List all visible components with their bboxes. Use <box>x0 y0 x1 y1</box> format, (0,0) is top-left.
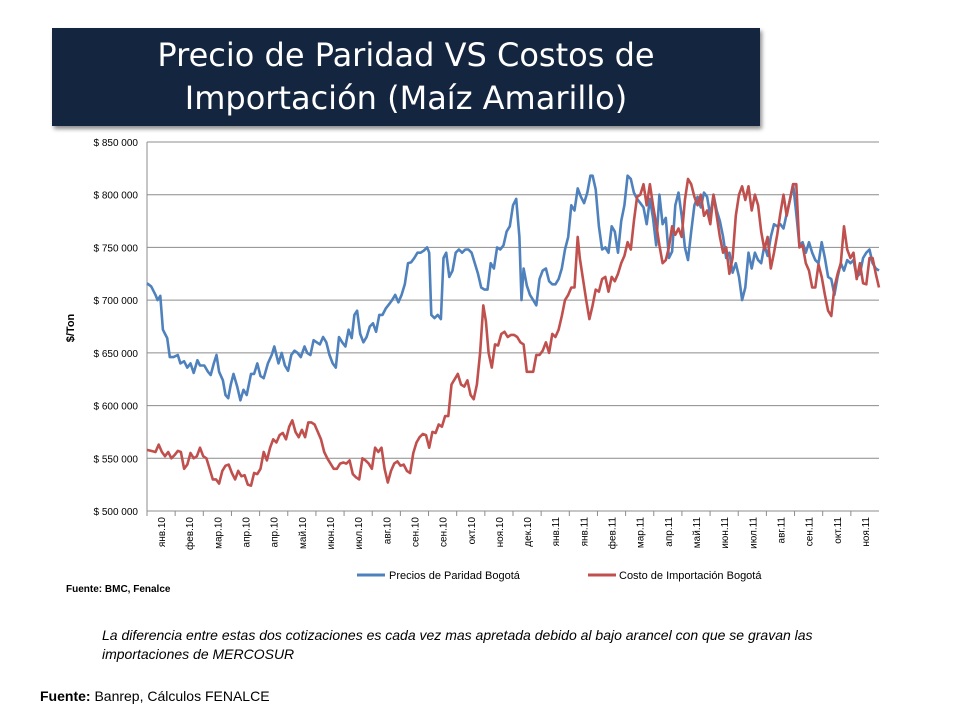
x-tick-label: янв.10 <box>157 517 168 548</box>
y-tick-label: $ 800 000 <box>94 191 139 202</box>
x-tick-label: апр.10 <box>242 517 253 548</box>
series-layer <box>146 174 881 487</box>
y-tick-label: $ 850 000 <box>94 138 139 149</box>
x-tick-label: июн.10 <box>326 517 337 550</box>
x-tick-label: дек.10 <box>523 517 534 547</box>
x-tick-label: ноя.11 <box>861 517 872 547</box>
y-axis-label: $/Ton <box>65 313 77 342</box>
x-tick-label: май.11 <box>692 517 703 549</box>
y-tick-label: $ 700 000 <box>94 296 139 307</box>
chart-source: Fuente: BMC, Fenalce <box>66 584 171 595</box>
title-box: Precio de Paridad VS Costos de Importaci… <box>52 28 760 126</box>
x-tick-label: май.10 <box>298 517 309 549</box>
x-tick-label: июл.11 <box>748 517 759 549</box>
x-tick-label: фев.10 <box>184 517 196 550</box>
x-tick-label: окт.11 <box>833 517 844 544</box>
x-tick-label: сен.10 <box>410 517 421 547</box>
slide-title: Precio de Paridad VS Costos de Importaci… <box>157 36 655 117</box>
x-tick-label: сен.11 <box>805 517 816 547</box>
y-tick-label: $ 650 000 <box>94 349 139 360</box>
series-line-paridad <box>146 174 880 402</box>
footer-label: Fuente: <box>40 688 91 704</box>
x-tick-label: апр.10 <box>270 517 281 548</box>
x-tick-label: янв.11 <box>551 517 562 547</box>
x-tick-label: ноя.10 <box>495 517 506 548</box>
x-tick-label: апр.11 <box>664 517 675 547</box>
y-tick-label: $ 750 000 <box>94 243 139 254</box>
x-tick-label: авг.10 <box>382 517 393 545</box>
x-tick-label: фев.11 <box>607 517 619 550</box>
x-tick-label: янв.11 <box>579 517 590 547</box>
caption: La diferencia entre estas dos cotizacion… <box>102 627 813 662</box>
series-line-costo <box>146 177 881 487</box>
axis-layer: $/Ton $ 500 000 $ 550 000 $ 600 000 $ 650 0… <box>65 138 872 550</box>
grid-layer <box>146 141 879 516</box>
y-tick-label: $ 500 000 <box>94 507 139 518</box>
y-tick-label: $ 550 000 <box>94 454 139 465</box>
x-tick-label: сен.10 <box>439 517 450 547</box>
x-tick-label: июл.10 <box>354 517 365 550</box>
x-tick-label: окт.10 <box>467 517 478 545</box>
y-tick-label: $ 600 000 <box>94 402 139 413</box>
x-tick-label: мар.10 <box>213 517 224 549</box>
x-tick-label: мар.11 <box>636 517 647 549</box>
x-tick-label: авг.11 <box>776 517 787 544</box>
footer: Fuente: Banrep, Cálculos FENALCE <box>40 688 270 704</box>
x-tick-label: июн.11 <box>720 517 731 549</box>
legend-label-costo: Costo de Importación Bogotá <box>619 570 762 582</box>
footer-text: Banrep, Cálculos FENALCE <box>94 688 270 704</box>
legend-label-paridad: Precios de Paridad Bogotá <box>389 570 521 582</box>
legend: Precios de Paridad Bogotá Costo de Impor… <box>357 570 762 582</box>
